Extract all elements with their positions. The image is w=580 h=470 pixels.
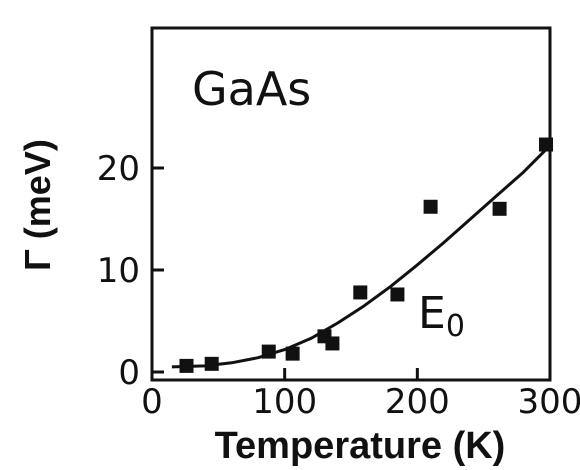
x-tick-label: 0 bbox=[141, 382, 163, 422]
y-tick-label: 20 bbox=[97, 149, 140, 189]
y-axis-ticks: 0 10 20 bbox=[97, 149, 164, 393]
data-point bbox=[492, 201, 507, 216]
fit-curve bbox=[171, 148, 548, 369]
data-point bbox=[325, 336, 340, 351]
transition-label-main: E bbox=[418, 288, 446, 339]
x-tick-label: 200 bbox=[385, 382, 450, 422]
plot-frame bbox=[150, 26, 552, 382]
x-axis-title: Temperature (K) bbox=[215, 425, 506, 467]
data-point bbox=[285, 346, 300, 361]
x-axis-ticks: 0 100 200 300 bbox=[141, 368, 580, 422]
x-tick-label: 300 bbox=[518, 382, 580, 422]
y-tick-label: 10 bbox=[97, 251, 140, 291]
transition-label-subscript: 0 bbox=[446, 309, 465, 344]
transition-label: E0 bbox=[418, 288, 465, 344]
x-tick-label: 100 bbox=[252, 382, 317, 422]
y-axis-title: Γ (meV) bbox=[17, 139, 58, 271]
material-label: GaAs bbox=[192, 62, 311, 116]
data-series bbox=[171, 137, 554, 373]
data-point bbox=[423, 199, 438, 214]
y-tick-label: 0 bbox=[118, 353, 140, 393]
data-point bbox=[353, 285, 368, 300]
data-point bbox=[390, 287, 405, 302]
data-point bbox=[539, 137, 554, 152]
